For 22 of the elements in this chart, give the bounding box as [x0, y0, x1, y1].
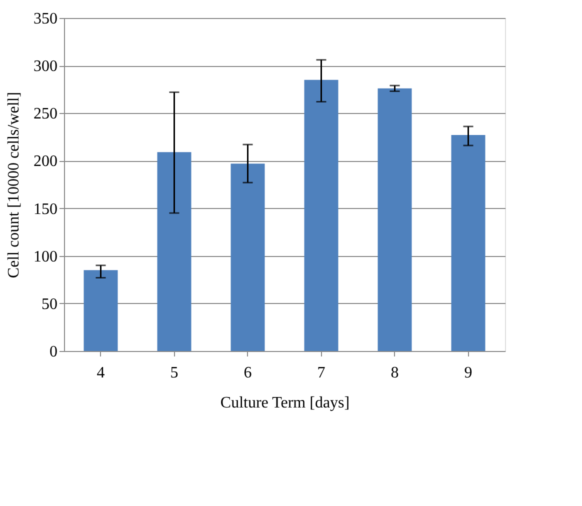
y-axis-title: Cell count [10000 cells/well] — [6, 92, 22, 278]
x-tick-label: 7 — [317, 364, 326, 382]
y-tick-label: 150 — [34, 200, 58, 218]
bar — [230, 164, 265, 351]
y-tick-label: 350 — [34, 10, 58, 28]
bar — [451, 135, 486, 351]
y-tick-label: 50 — [42, 296, 58, 313]
y-tick-label: 100 — [34, 248, 58, 266]
y-tick-label: 300 — [34, 58, 58, 76]
bar — [378, 88, 412, 351]
bar — [157, 152, 192, 351]
y-tick-label: 200 — [34, 153, 58, 170]
bar — [84, 270, 118, 351]
x-tick-label: 4 — [96, 364, 105, 382]
y-tick-label: 250 — [34, 106, 58, 123]
x-tick-label: 9 — [464, 364, 472, 382]
x-tick-label: 5 — [170, 364, 178, 382]
y-tick-label: 0 — [50, 344, 58, 360]
bar — [304, 80, 338, 351]
x-axis-title: Culture Term [days] — [220, 394, 350, 412]
x-tick-label: 8 — [390, 364, 399, 382]
x-tick-label: 6 — [244, 364, 252, 382]
